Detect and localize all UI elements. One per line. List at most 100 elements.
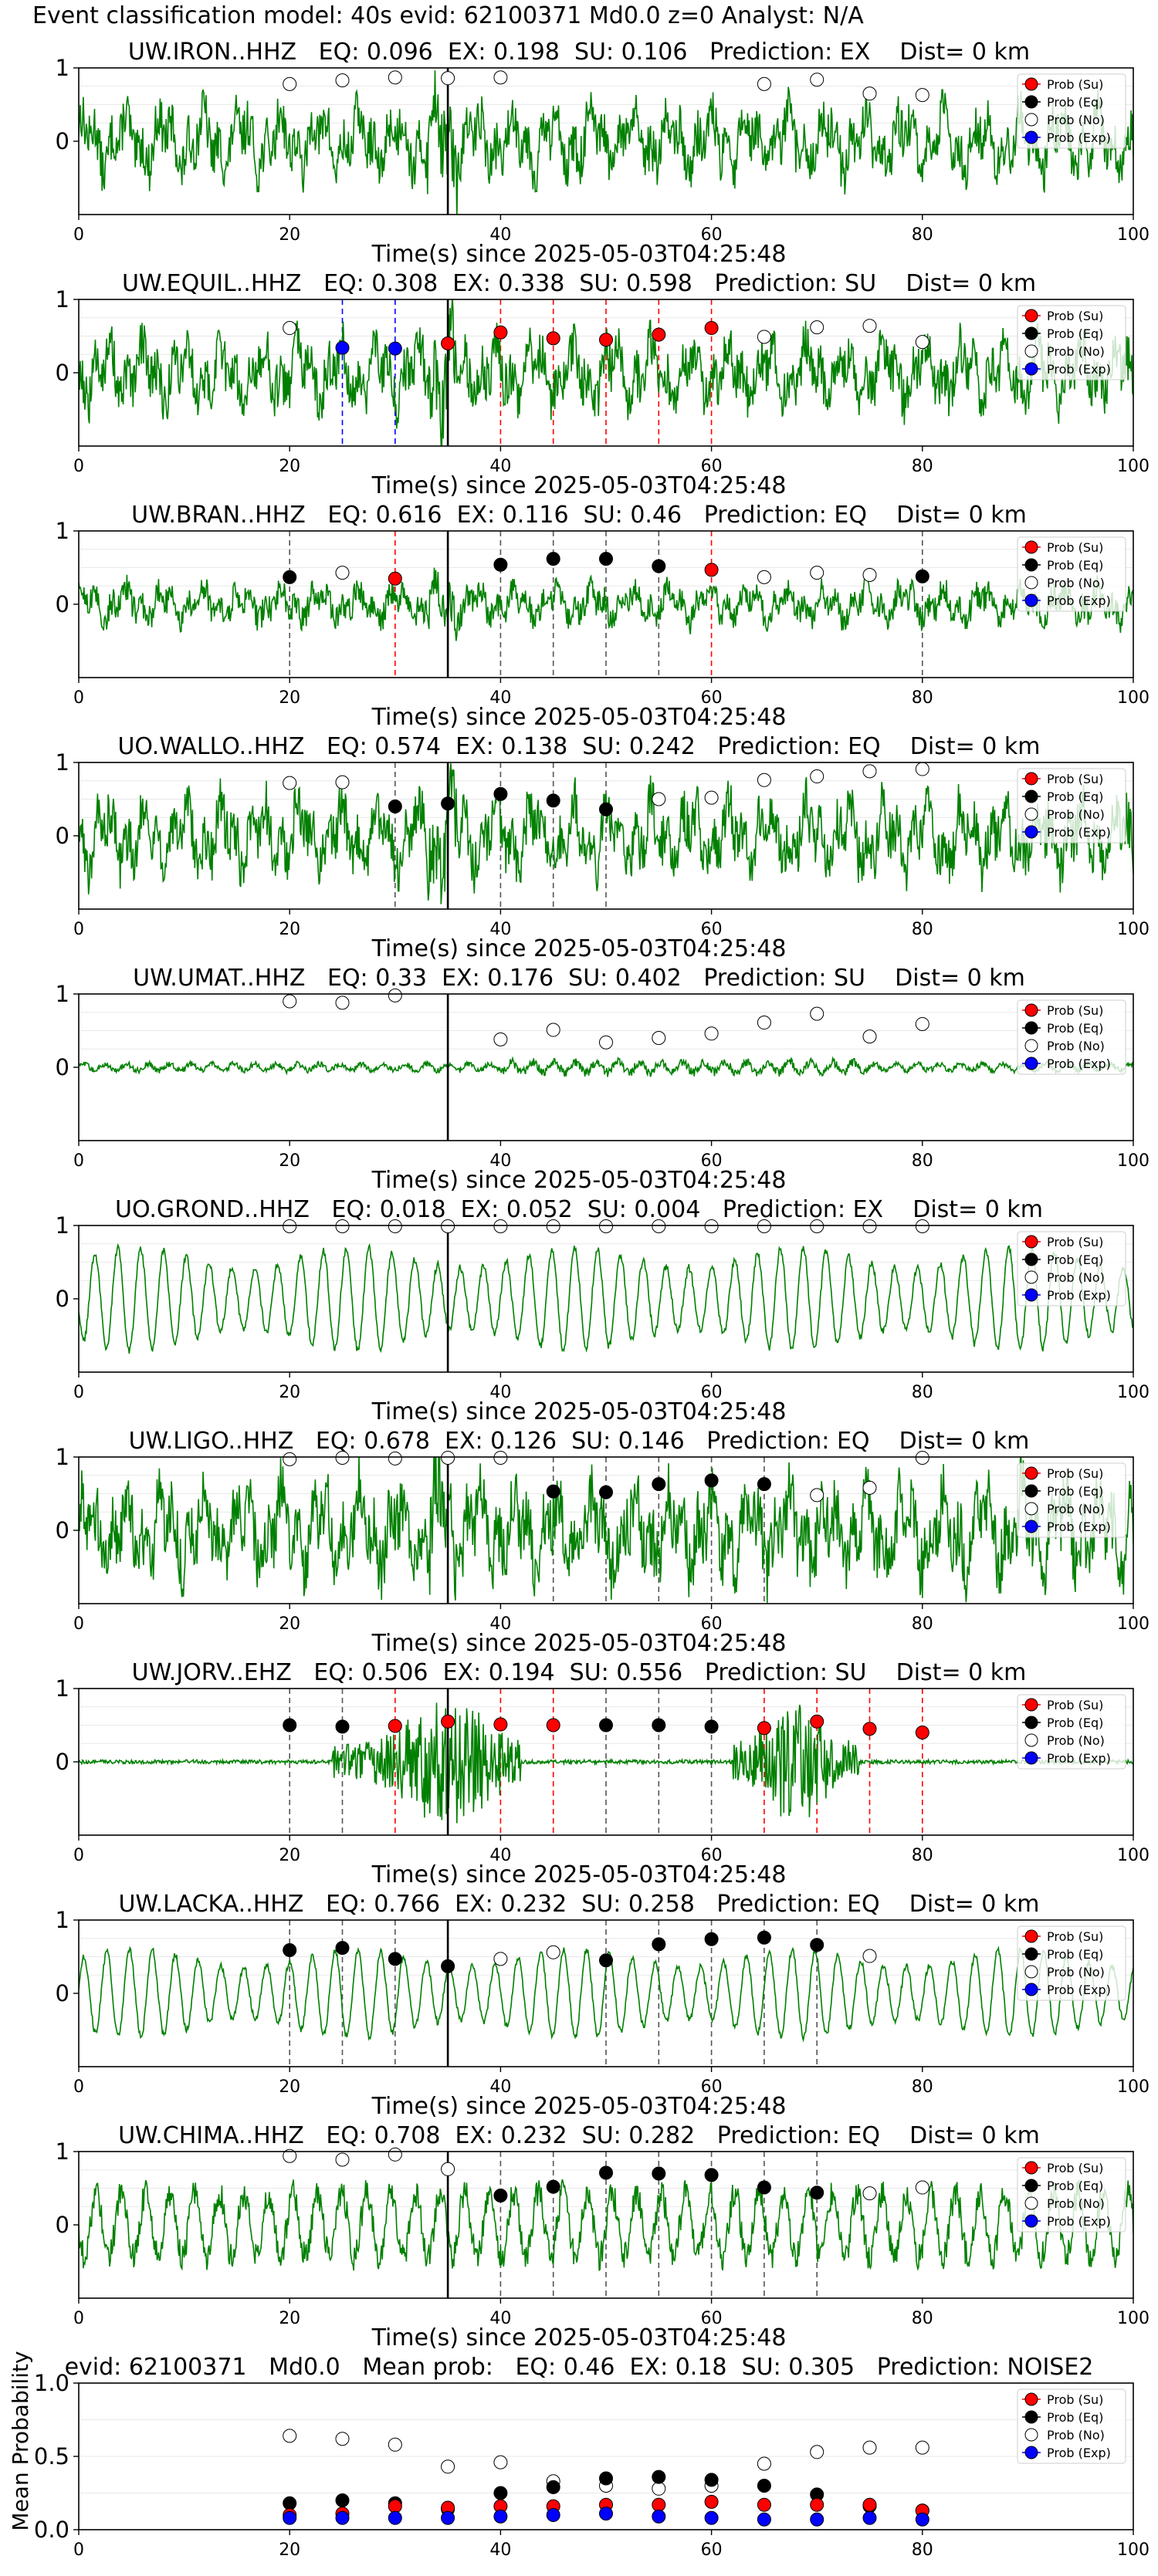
prob-marker-eq (652, 2470, 666, 2484)
y-axis-label: Mean Probability (8, 2351, 33, 2530)
legend-label: Prob (Exp) (1047, 593, 1111, 608)
legend-label: Prob (No) (1047, 1270, 1105, 1285)
prob-marker-eq (546, 793, 560, 808)
panel-1-legend: Prob (Su) Prob (Eq) Prob (No) Prob (Exp) (1017, 305, 1126, 380)
prob-marker-eq (599, 552, 613, 566)
x-tick-label: 0 (73, 225, 84, 245)
prob-marker-eq (704, 2168, 719, 2182)
x-tick-label: 60 (701, 1846, 723, 1865)
legend-label: Prob (No) (1047, 1965, 1105, 1979)
prob-marker-exp (599, 2507, 613, 2521)
x-tick-label: 60 (701, 688, 723, 708)
prob-marker-su (862, 1722, 877, 1736)
x-tick-label: 20 (279, 1151, 300, 1171)
x-tick-label: 40 (489, 1614, 511, 1634)
y-tick-label: 1 (56, 1212, 69, 1239)
prob-marker-exp (441, 2510, 455, 2525)
x-tick-label: 60 (701, 457, 723, 476)
x-tick-label: 20 (279, 1383, 300, 1402)
prob-marker-su (862, 2497, 877, 2512)
prob-marker-su (757, 1721, 771, 1736)
prob-marker-eq (652, 1477, 666, 1492)
prob-marker-no (862, 764, 877, 779)
legend-label: Prob (No) (1047, 807, 1105, 822)
prob-marker-no (704, 790, 719, 805)
y-tick-label: 0 (56, 1054, 69, 1080)
axes-frame (78, 993, 1134, 1141)
y-tick-label: 0.0 (34, 2517, 69, 2543)
y-tick-label: 0 (56, 128, 69, 154)
prob-marker-su (704, 2494, 719, 2509)
prob-marker-no (335, 566, 350, 580)
prob-marker-no (862, 1949, 877, 1963)
prob-marker-su (388, 571, 402, 586)
legend-label: Prob (Exp) (1047, 1751, 1111, 1766)
x-tick-label: 80 (912, 1383, 933, 1402)
prob-marker-su (757, 2497, 771, 2512)
panel-title: UW.CHIMA..HHZ EQ: 0.708 EX: 0.232 SU: 0.… (118, 2122, 1040, 2149)
x-tick-label: 100 (1117, 457, 1150, 476)
prob-marker-su (810, 2497, 824, 2512)
legend-label: Prob (Su) (1047, 2161, 1103, 2175)
prob-marker-no (862, 1029, 877, 1044)
x-axis-label: Time(s) since 2025-05-03T04:25:48 (371, 2093, 787, 2120)
legend-label: Prob (Exp) (1047, 1520, 1111, 1534)
prob-marker-no (810, 2445, 824, 2459)
x-tick-label: 60 (701, 2541, 723, 2560)
prob-marker-su (652, 327, 666, 342)
prob-marker-no (283, 76, 297, 91)
prob-marker-eq (704, 1473, 719, 1488)
x-tick-label: 40 (489, 2541, 511, 2560)
prob-marker-eq (546, 1484, 560, 1499)
legend-label: Prob (Eq) (1047, 1253, 1103, 1267)
x-tick-label: 80 (912, 688, 933, 708)
prob-marker-eq (652, 1718, 666, 1733)
prob-marker-no (388, 2147, 402, 2162)
prob-marker-no (915, 88, 929, 103)
y-tick-label: 1 (56, 981, 69, 1007)
x-tick-label: 40 (489, 457, 511, 476)
x-tick-label: 100 (1117, 225, 1150, 245)
x-tick-label: 100 (1117, 688, 1150, 708)
y-tick-label: 0 (56, 1286, 69, 1312)
prob-marker-no (441, 1219, 455, 1233)
x-tick-label: 80 (912, 2077, 933, 2097)
y-tick-label: 1 (56, 1907, 69, 1933)
legend-label: Prob (Eq) (1047, 1484, 1103, 1499)
legend-label: Prob (Su) (1047, 1466, 1103, 1481)
panel-title: UO.WALLO..HHZ EQ: 0.574 EX: 0.138 SU: 0.… (117, 733, 1041, 760)
prob-marker-no (335, 775, 350, 789)
prob-marker-exp (810, 2512, 824, 2527)
prob-marker-exp (704, 2510, 719, 2525)
y-tick-label: 1 (56, 2138, 69, 2165)
prob-marker-eq (283, 2496, 297, 2510)
prob-marker-no (283, 1219, 297, 1233)
waveform-trace (79, 567, 1133, 641)
x-tick-label: 60 (701, 1151, 723, 1171)
prob-marker-exp (388, 341, 402, 356)
legend-label: Prob (No) (1047, 2428, 1105, 2442)
prob-marker-eq (757, 1930, 771, 1945)
prob-marker-eq (757, 2180, 771, 2195)
legend-label: Prob (Su) (1047, 1698, 1103, 1712)
prob-marker-no (862, 568, 877, 582)
prob-marker-exp (757, 2512, 771, 2527)
legend-label: Prob (Eq) (1047, 95, 1103, 110)
legend-label: Prob (No) (1047, 344, 1105, 359)
x-axis-label: Time(s) since 2025-05-03T04:25:48 (371, 241, 787, 268)
prob-marker-no (652, 1219, 666, 1233)
prob-marker-eq (493, 786, 508, 801)
x-tick-label: 20 (279, 1846, 300, 1865)
prob-marker-exp (283, 2510, 297, 2525)
legend-label: Prob (Su) (1047, 1235, 1103, 1249)
prob-marker-no (546, 1219, 560, 1233)
prob-marker-eq (757, 1477, 771, 1492)
prob-marker-no (862, 319, 877, 333)
panel-title: UW.LIGO..HHZ EQ: 0.678 EX: 0.126 SU: 0.1… (128, 1428, 1030, 1455)
x-axis-label: Time(s) since 2025-05-03T04:25:48 (371, 935, 787, 962)
panel-title: evid: 62100371 Md0.0 Mean prob: EQ: 0.46… (64, 2354, 1094, 2381)
x-tick-label: 0 (73, 457, 84, 476)
prob-marker-no (810, 320, 824, 335)
